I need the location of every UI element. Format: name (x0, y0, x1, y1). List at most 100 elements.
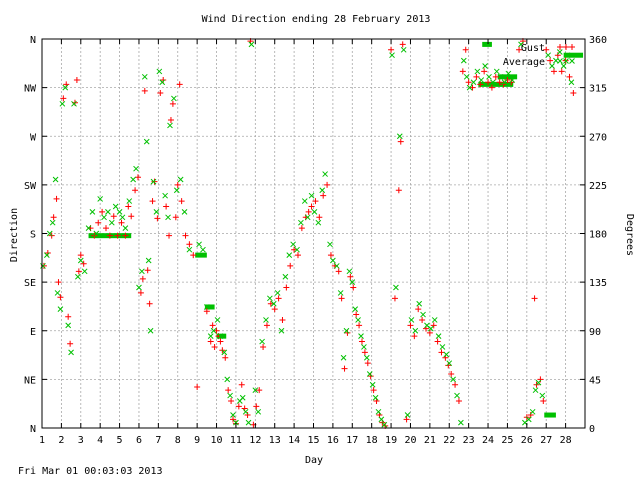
average-point (57, 306, 64, 312)
gust-point (469, 84, 476, 91)
average-point (159, 79, 166, 86)
chart-title: Wind Direction ending 28 February 2013 (202, 14, 431, 25)
gust-point (176, 81, 183, 88)
average-point (482, 63, 488, 69)
average-point (119, 214, 126, 221)
average-point (156, 68, 163, 75)
gust-point (57, 294, 64, 301)
y-tick-label-right: 225 (589, 181, 607, 192)
average-point (308, 192, 315, 199)
gust-point (459, 68, 466, 75)
gust-point (134, 174, 141, 181)
average-point (509, 77, 516, 83)
gust-point (209, 322, 216, 329)
y-tick-labels-left: N NE E SE S SW W NW N (24, 35, 37, 435)
average-run (482, 41, 492, 47)
gust-point (283, 284, 290, 291)
legend-gust-plus (557, 44, 563, 50)
average-point (478, 77, 485, 83)
average-point (224, 376, 231, 383)
gust-point (132, 187, 139, 194)
average-point (105, 209, 111, 215)
average-point (217, 333, 224, 340)
gust-point (149, 198, 156, 205)
y-tick-label-right: 0 (589, 424, 595, 435)
gust-point (361, 349, 368, 356)
gust-point (462, 46, 469, 53)
gust-point (492, 73, 499, 80)
gust-point (516, 46, 523, 53)
gust-point (213, 327, 220, 334)
gust-point (225, 387, 232, 394)
gust-point (279, 316, 286, 323)
average-point (290, 241, 296, 248)
legend-average-cross (557, 58, 563, 64)
average-point (147, 327, 154, 334)
average-point (77, 257, 84, 264)
average-point (304, 214, 311, 221)
gust-point (178, 198, 185, 205)
x-axis-label: Day (305, 455, 323, 466)
average-point (378, 416, 385, 423)
average-run (563, 52, 584, 58)
gust-point (395, 187, 402, 194)
y-tick-label-right: 45 (589, 375, 601, 386)
gust-point (154, 215, 161, 222)
gust-point (540, 397, 547, 404)
gust-point (222, 354, 229, 361)
average-point (460, 57, 467, 64)
average-point (52, 176, 59, 183)
average-point (556, 49, 563, 55)
gust-point (316, 214, 323, 221)
gust-point (407, 322, 414, 329)
average-run (195, 252, 207, 258)
gust-point (287, 262, 294, 269)
gust-point (160, 77, 167, 84)
gust-point (341, 365, 348, 372)
average-point (443, 351, 450, 358)
y-tick-label-left: SE (24, 278, 36, 289)
gust-point (157, 90, 164, 97)
x-tick-label: 20 (404, 435, 416, 446)
gust-point (182, 232, 189, 239)
average-point (408, 317, 415, 323)
average-point (529, 408, 536, 415)
average-point (560, 63, 567, 69)
average-point (389, 52, 395, 59)
average-point (535, 379, 542, 386)
average-point (454, 392, 460, 399)
gust-point (122, 232, 129, 239)
average-point (43, 252, 50, 258)
average-point (126, 198, 133, 204)
gust-point (106, 232, 113, 239)
average-point (330, 257, 336, 264)
gust-point (65, 313, 72, 320)
average-point (369, 381, 376, 388)
plot-points (40, 38, 584, 429)
gust-point (102, 225, 109, 232)
average-point (501, 79, 508, 86)
average-point (319, 187, 326, 194)
gust-point (144, 267, 151, 274)
average-point (248, 41, 255, 48)
gust-point (305, 208, 312, 215)
gust-point (504, 77, 511, 84)
gust-point (139, 275, 146, 282)
average-point (518, 41, 524, 48)
average-point (545, 52, 552, 59)
gust-point (473, 73, 480, 80)
gust-point (335, 268, 342, 275)
average-point (181, 209, 188, 215)
gust-point (137, 289, 144, 296)
gust-point (294, 252, 301, 259)
x-tick-label: 17 (346, 435, 358, 446)
average-point (375, 408, 382, 415)
gust-point (238, 381, 245, 388)
average-point (435, 333, 442, 340)
gust-point (271, 306, 278, 313)
x-tick-label: 10 (211, 435, 223, 446)
legend-average-label: Average (503, 57, 545, 68)
gust-point (388, 46, 395, 53)
x-tick-label: 24 (482, 435, 494, 446)
y-tick-label-right: 270 (589, 132, 607, 143)
